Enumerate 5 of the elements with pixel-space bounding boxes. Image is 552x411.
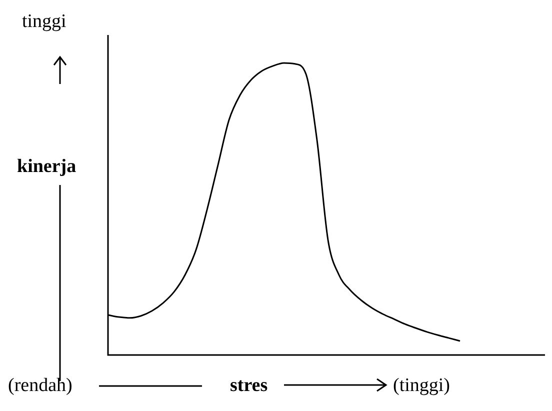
text: (rendah)	[8, 375, 72, 396]
text: tinggi	[22, 11, 66, 32]
x-axis-title: stres	[230, 375, 268, 396]
y-axis-title: kinerja	[17, 156, 76, 177]
text: (tinggi)	[393, 375, 450, 396]
